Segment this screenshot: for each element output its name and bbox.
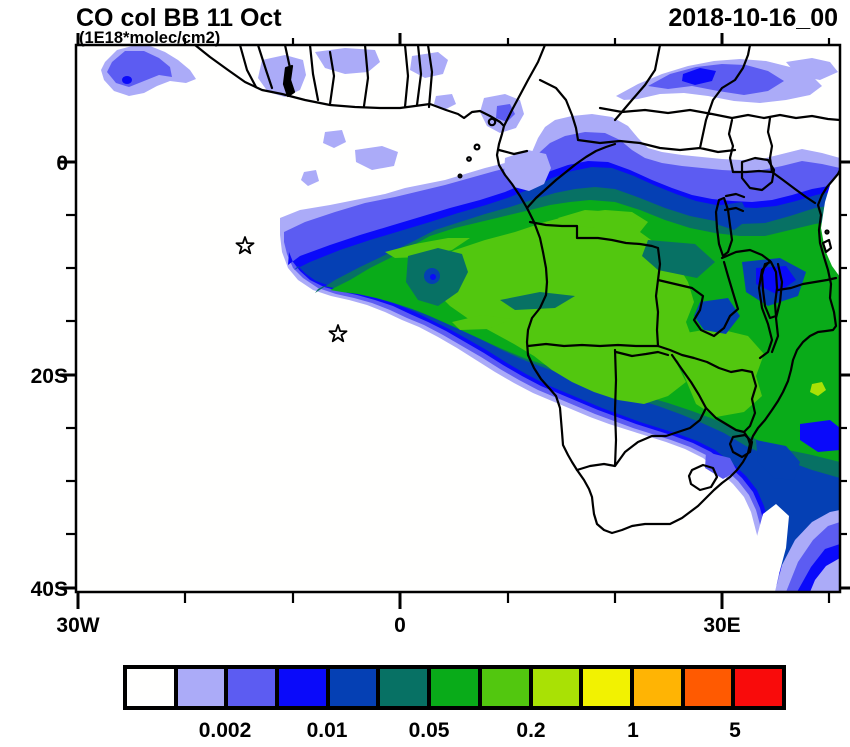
geography-lines — [193, 45, 840, 535]
contour-fill-layers — [76, 45, 840, 592]
africa-coastline — [193, 45, 840, 535]
plume-eye-blue — [430, 274, 436, 280]
plot-units-subtitle: (1E18*molec/cm2) — [79, 29, 220, 47]
colorbar-label-6: 5 — [729, 719, 741, 742]
colorbar-label-4: 0.2 — [516, 719, 546, 742]
lake-volta — [282, 64, 296, 98]
namibia-botswana-sa-borders — [575, 348, 708, 472]
colorbar-label-5: 1 — [627, 719, 639, 742]
colorbar-cell-5 — [327, 667, 379, 708]
annobon-island — [457, 173, 463, 179]
northwest-ocean-blob — [101, 46, 196, 96]
colorbar-cell-13 — [733, 667, 784, 708]
sao-tome-island — [473, 143, 481, 151]
gulf-of-guinea-patches — [258, 48, 524, 186]
plume-teal-swirls — [406, 240, 715, 310]
lesotho-border — [687, 463, 719, 492]
y-tick-40s: 40S — [31, 578, 68, 601]
swaziland-border — [728, 433, 754, 459]
lake-malawi — [760, 260, 779, 320]
principe-island — [466, 156, 472, 162]
x-tick-30e: 30E — [703, 614, 740, 637]
lake-victoria — [740, 156, 776, 192]
nigeria-slate-core — [496, 104, 515, 122]
pemba-island — [824, 229, 830, 235]
central-africa-borders — [497, 45, 840, 210]
gabon-lavender-hole — [504, 150, 551, 191]
y-tick-20s: 20S — [31, 365, 68, 388]
colorbar-cell-9 — [530, 667, 582, 708]
y-tick-0: 0 — [56, 152, 68, 175]
colorbar-cell-6 — [378, 667, 430, 708]
colorbar-cell-12 — [682, 667, 734, 708]
x-tick-30w: 30W — [56, 614, 99, 637]
colorbar-cell-1 — [125, 667, 176, 708]
colorbar-cell-11 — [631, 667, 683, 708]
map-plot: CO col BB 11 Oct (1E18*molec/cm2) 2018-1… — [31, 4, 850, 637]
southeast-corner-bands — [753, 504, 840, 592]
colorbar-label-3: 0.05 — [408, 719, 450, 742]
colorbar-cell-3 — [226, 667, 278, 708]
lake-tanganyika — [714, 196, 734, 258]
east-blue-patches — [694, 202, 840, 480]
bioko-island — [487, 117, 497, 127]
colorbar-cell-7 — [429, 667, 480, 708]
colorbar-cell-10 — [581, 667, 632, 708]
colorbar-label-2: 0.01 — [306, 719, 348, 742]
plume-core-light-green — [810, 382, 826, 396]
zambia-tanzania-borders — [656, 116, 838, 338]
valid-time-label: 2018-10-16_00 — [668, 4, 838, 32]
northeast-streak — [616, 58, 838, 103]
angola-borders — [526, 220, 662, 348]
x-tick-0: 0 — [394, 614, 406, 637]
zanzibar-island — [821, 238, 833, 254]
plot-frame — [74, 43, 842, 594]
coastal-slate-patch — [705, 452, 737, 479]
plot-frame-and-ticks — [60, 33, 850, 609]
zimbabwe-borders — [656, 344, 758, 446]
plot-title: CO col BB 11 Oct — [76, 4, 282, 32]
colorbar — [123, 665, 786, 710]
colorbar-cell-8 — [479, 667, 531, 708]
colorbar-cell-4 — [277, 667, 328, 708]
colorbar-cell-2 — [175, 667, 227, 708]
colorbar-label-1: 0.002 — [198, 719, 252, 742]
